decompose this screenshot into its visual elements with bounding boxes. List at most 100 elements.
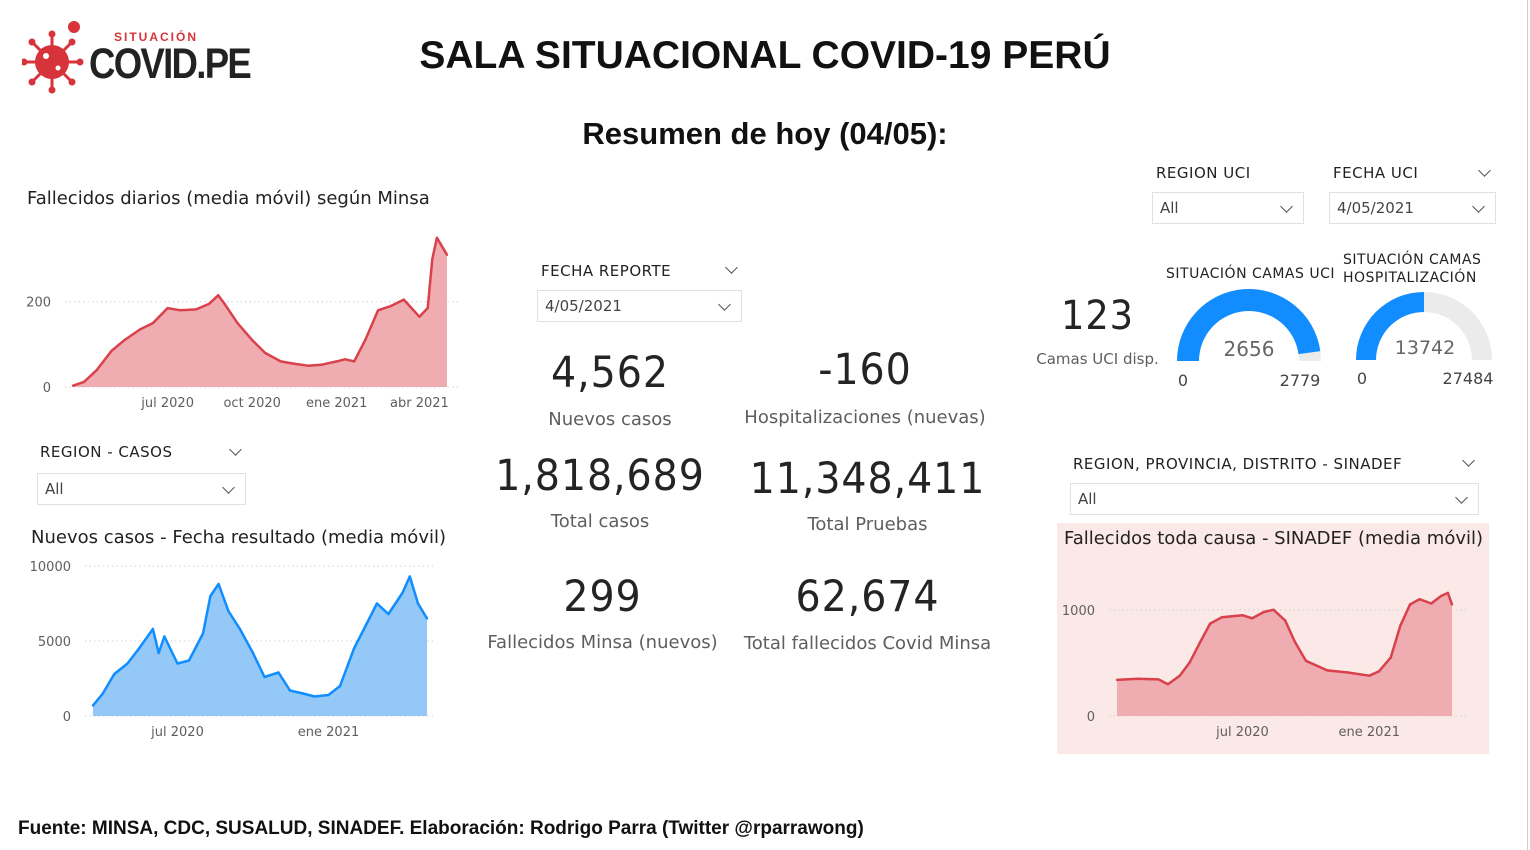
gauge-camas-uci: 2656 0 2779 [1177, 288, 1321, 390]
region-casos-dropdown[interactable]: All [37, 473, 246, 505]
gauge-hosp-max: 27484 [1443, 369, 1494, 388]
data-point [187, 659, 191, 662]
data-point [151, 321, 155, 325]
data-point [1157, 678, 1160, 681]
kpi-camas-uci-label: Camas UCI disp. [1036, 350, 1159, 368]
y-tick-label: 0 [63, 710, 71, 725]
chevron-down-icon [1472, 200, 1485, 213]
chevron-down-icon[interactable] [1462, 454, 1475, 467]
data-point [95, 368, 99, 372]
gauge-fill [1356, 292, 1424, 360]
virus-icon [22, 21, 84, 94]
region-sinadef-dropdown[interactable]: All [1070, 483, 1479, 515]
fecha-uci-value: 4/05/2021 [1337, 199, 1414, 217]
data-point [110, 349, 113, 352]
data-point [113, 672, 116, 676]
chart-title-fallecidos-minsa: Fallecidos diarios (media móvil) según M… [27, 188, 430, 209]
gauge-uci-title: SITUACIÓN CAMAS UCI [1166, 266, 1335, 282]
data-point [288, 689, 292, 692]
gauge-hosp-title: SITUACIÓN CAMAS HOSPITALIZACIÓN [1343, 251, 1481, 287]
data-point [1208, 622, 1212, 625]
data-point [408, 575, 411, 578]
gauge-hosp-title-line1: SITUACIÓN CAMAS [1343, 252, 1482, 268]
kpi-total-pruebas-label: Total Pruebas [807, 514, 928, 535]
data-point [1115, 678, 1119, 682]
kpi-fallecidos-nuevos-label: Fallecidos Minsa (nuevos) [487, 632, 718, 653]
slicer-label-region-casos: REGION - CASOS [40, 443, 173, 461]
data-point [301, 692, 305, 695]
data-point [126, 662, 129, 665]
x-tick-label: abr 2021 [390, 396, 449, 411]
chevron-down-icon[interactable] [1478, 164, 1491, 177]
data-point [1284, 619, 1287, 622]
data-point [1178, 674, 1181, 677]
data-point [389, 304, 393, 308]
gauge-hosp-title-line2: HOSPITALIZACIÓN [1343, 270, 1477, 286]
region-uci-value: All [1160, 199, 1179, 217]
fecha-reporte-dropdown[interactable]: 4/05/2021 [537, 290, 742, 322]
kpi-fallecidos-total-label: Total fallecidos Covid Minsa [743, 633, 992, 654]
data-point [217, 294, 220, 297]
kpi-hospitalizaciones-label: Hospitalizaciones (nuevas) [744, 407, 986, 428]
data-point [1241, 614, 1244, 617]
data-point [101, 692, 105, 695]
logo-subtext: SITUACIÓN [114, 30, 198, 44]
chevron-down-icon [1455, 491, 1468, 504]
gauge-uci-value: 2656 [1224, 337, 1275, 361]
data-point [71, 384, 75, 387]
data-point [138, 328, 142, 331]
slicer-label-fecha-reporte: FECHA REPORTE [541, 262, 672, 280]
data-point [227, 609, 230, 613]
data-point [279, 360, 282, 363]
data-point [137, 647, 141, 650]
x-tick-label: ene 2021 [1339, 725, 1400, 740]
kpi-total-casos-value: 1,818,689 [495, 451, 705, 501]
data-point [364, 338, 367, 342]
data-point [194, 308, 198, 311]
chart-nuevos-casos: 0 5000 10000 jul 2020 ene 2021 [30, 560, 435, 740]
data-point [338, 684, 342, 688]
chevron-down-icon[interactable] [229, 443, 242, 456]
series-line [72, 236, 449, 387]
data-point [1408, 603, 1412, 606]
y-tick-label: 0 [1087, 710, 1095, 725]
chevron-down-icon [718, 298, 731, 311]
chart-fallecidos-minsa: 0 200 jul 2020 oct 2020 ene 2021 abr 2021 [26, 236, 460, 411]
slicer-label-region-uci: REGION UCI [1156, 164, 1251, 182]
data-point [151, 627, 155, 631]
y-tick-label: 200 [26, 296, 51, 311]
data-point [418, 315, 421, 318]
data-point [176, 662, 179, 665]
data-point [426, 306, 429, 310]
kpi-hospitalizaciones-value: -160 [818, 345, 912, 395]
data-point [209, 594, 212, 598]
data-point [223, 302, 226, 306]
chart-title-sinadef: Fallecidos toda causa - SINADEF (media m… [1064, 528, 1484, 549]
data-point [1272, 608, 1275, 611]
data-point [91, 704, 95, 707]
data-point [402, 298, 405, 301]
fecha-uci-dropdown[interactable]: 4/05/2021 [1329, 192, 1496, 224]
y-tick-label: 0 [43, 381, 51, 396]
data-point [1326, 669, 1329, 672]
region-uci-dropdown[interactable]: All [1152, 192, 1304, 224]
y-tick-label: 1000 [1062, 604, 1095, 619]
data-point [387, 612, 390, 616]
data-point [1450, 603, 1454, 606]
data-point [263, 351, 267, 355]
x-tick-label: ene 2021 [298, 725, 359, 740]
data-point [1166, 683, 1170, 686]
data-point [1250, 617, 1254, 620]
data-point [1188, 661, 1191, 665]
data-point [123, 338, 126, 342]
kpi-camas-uci-value: 123 [1060, 293, 1134, 339]
data-point [1418, 598, 1421, 601]
chevron-down-icon[interactable] [725, 261, 738, 274]
series-area [93, 576, 427, 716]
data-point [431, 257, 434, 261]
data-point [319, 363, 323, 366]
y-tick-label: 10000 [30, 560, 71, 575]
data-point [435, 236, 439, 239]
x-tick-label: jul 2020 [140, 396, 194, 411]
data-point [353, 360, 356, 363]
